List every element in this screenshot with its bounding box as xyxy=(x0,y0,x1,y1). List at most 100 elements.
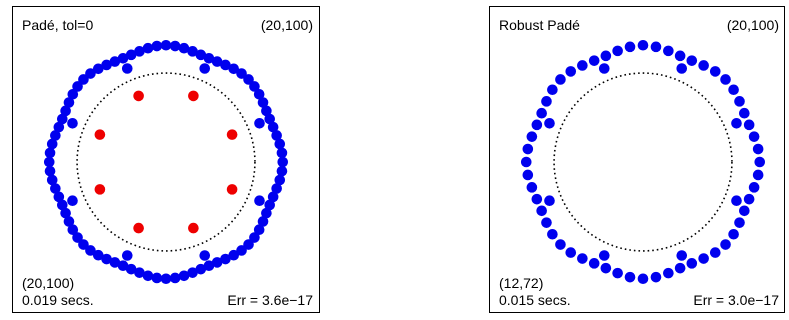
inner-point xyxy=(188,222,199,234)
outer-point xyxy=(125,263,137,275)
outer-point xyxy=(541,96,552,107)
middle-point xyxy=(199,63,211,74)
points-group xyxy=(520,39,766,285)
outer-point xyxy=(63,97,75,108)
outer-point xyxy=(650,271,662,283)
outer-point xyxy=(72,232,83,243)
outer-point xyxy=(142,42,154,54)
outer-point xyxy=(203,260,215,272)
outer-point xyxy=(277,156,289,168)
outer-point xyxy=(734,217,745,228)
outer-point xyxy=(588,258,600,269)
outer-point xyxy=(637,273,649,285)
outer-point xyxy=(160,39,172,51)
outer-point xyxy=(264,199,276,211)
outer-point xyxy=(612,267,623,279)
outer-point xyxy=(134,46,145,57)
outer-point xyxy=(650,41,662,53)
panel-frame xyxy=(12,6,320,313)
outer-point xyxy=(85,245,96,256)
outer-point xyxy=(93,63,104,75)
outer-point xyxy=(752,143,764,155)
outer-point xyxy=(151,40,163,52)
unit-circle xyxy=(553,72,733,252)
outer-point xyxy=(748,131,760,142)
outer-point xyxy=(588,55,600,66)
outer-point xyxy=(151,272,163,284)
inner-point xyxy=(94,129,106,140)
outer-point xyxy=(142,270,154,282)
outer-point xyxy=(220,59,231,71)
outer-point xyxy=(187,267,198,278)
outer-point xyxy=(674,50,686,62)
outer-point xyxy=(600,262,612,274)
outer-point xyxy=(249,81,260,92)
outer-point xyxy=(536,205,547,217)
outer-point xyxy=(526,182,538,193)
middle-point xyxy=(598,63,610,74)
outer-point xyxy=(85,68,96,79)
outer-point xyxy=(67,89,79,100)
inner-point xyxy=(226,129,238,140)
outer-point xyxy=(748,182,760,193)
outer-point xyxy=(228,249,239,261)
outer-point xyxy=(46,138,58,150)
inner-point xyxy=(133,222,144,234)
outer-point xyxy=(261,207,272,219)
outer-point xyxy=(743,193,755,205)
middle-point xyxy=(676,63,688,74)
outer-point xyxy=(160,273,172,285)
middle-point xyxy=(254,195,265,207)
outer-point xyxy=(44,165,56,177)
panel-pade: Padé, tol=0 (20,100) (20,100) 0.019 secs… xyxy=(12,6,320,313)
outer-point xyxy=(253,89,265,100)
outer-point xyxy=(44,147,56,159)
outer-point xyxy=(686,258,698,269)
outer-point xyxy=(243,74,254,85)
outer-point xyxy=(211,56,223,67)
outer-point xyxy=(53,121,65,133)
outer-point xyxy=(169,272,181,284)
outer-point xyxy=(271,130,282,141)
outer-point xyxy=(43,156,55,168)
outer-point xyxy=(249,232,260,243)
time-label: 0.015 secs. xyxy=(499,292,571,308)
outer-point xyxy=(78,74,89,85)
outer-point xyxy=(261,105,272,117)
corner-label: (20,100) xyxy=(727,17,779,33)
outer-point xyxy=(734,96,745,107)
outer-point xyxy=(57,199,68,211)
outer-point xyxy=(739,205,750,217)
outer-point xyxy=(267,121,279,133)
middle-point xyxy=(121,63,133,74)
outer-point xyxy=(739,107,750,119)
corner-label: (20,100) xyxy=(261,17,313,33)
outer-point xyxy=(101,253,112,265)
outer-point xyxy=(663,45,674,57)
outer-point xyxy=(236,245,247,256)
outer-point xyxy=(526,131,538,142)
outer-point xyxy=(195,49,207,61)
middle-point xyxy=(544,195,555,207)
outer-point xyxy=(134,267,145,278)
outer-point xyxy=(253,224,265,235)
outer-point xyxy=(271,183,282,194)
outer-point xyxy=(243,239,254,250)
outer-point xyxy=(728,228,739,240)
outer-point xyxy=(555,239,566,250)
outer-point xyxy=(46,174,58,186)
outer-point xyxy=(720,74,731,85)
middle-point xyxy=(67,195,78,207)
time-label: 0.019 secs. xyxy=(22,292,94,308)
middle-point xyxy=(199,250,211,261)
outer-point xyxy=(536,107,547,119)
outer-point xyxy=(522,169,534,181)
middle-point xyxy=(598,250,610,261)
outer-point xyxy=(220,253,231,265)
unit-circle xyxy=(76,72,256,252)
panel-frame xyxy=(489,6,785,313)
outer-point xyxy=(612,45,623,57)
outer-point xyxy=(720,239,731,250)
outer-point xyxy=(728,84,739,96)
